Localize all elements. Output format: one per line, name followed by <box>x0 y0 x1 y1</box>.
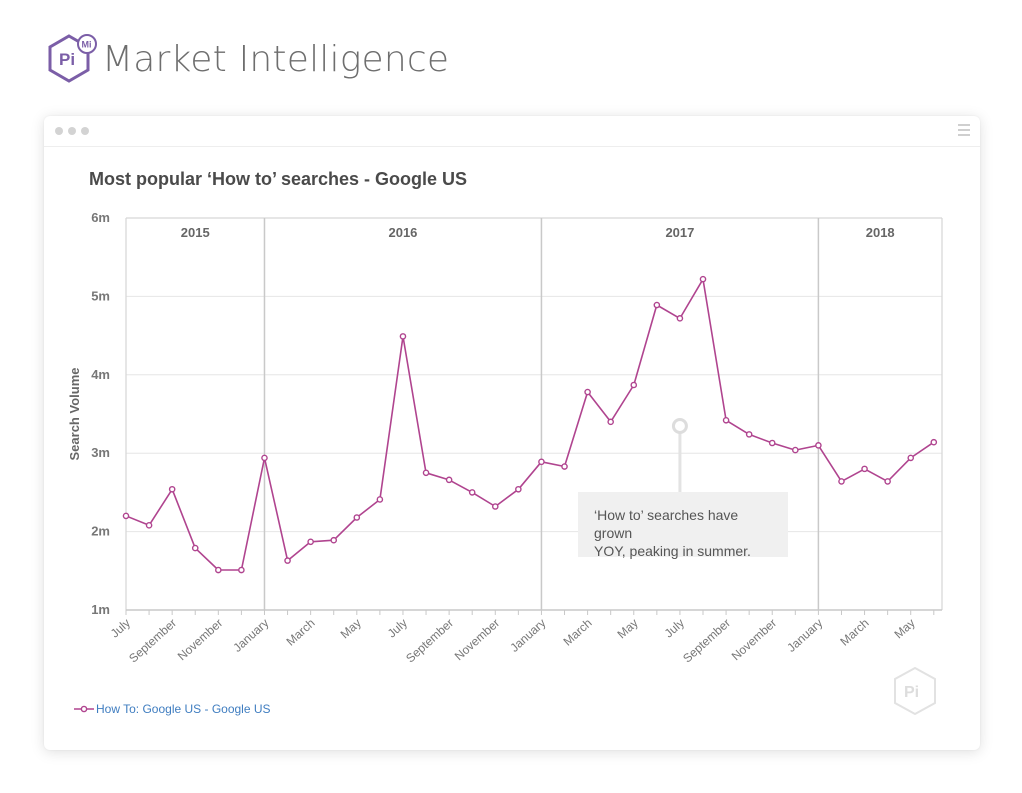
window-titlebar <box>44 116 980 147</box>
watermark-text: Pi <box>904 684 919 701</box>
data-point[interactable] <box>630 381 638 389</box>
x-tick-label: May <box>892 616 918 642</box>
chart-window: Most popular ‘How to’ searches - Google … <box>44 116 980 750</box>
window-dot-icon <box>68 127 76 135</box>
data-point[interactable] <box>145 522 153 529</box>
data-point[interactable] <box>468 489 476 496</box>
data-point[interactable] <box>353 514 361 521</box>
data-point[interactable] <box>215 566 222 574</box>
data-point[interactable] <box>884 478 891 485</box>
data-point[interactable] <box>792 446 799 454</box>
year-label: 2015 <box>181 225 210 240</box>
data-point[interactable] <box>930 438 938 446</box>
y-tick-label: 6m <box>91 210 110 225</box>
x-tick-label: November <box>729 616 780 663</box>
chart-title: Most popular ‘How to’ searches - Google … <box>89 169 468 189</box>
data-point[interactable] <box>238 566 245 574</box>
data-point[interactable] <box>191 544 199 552</box>
data-point[interactable] <box>907 454 915 462</box>
legend-series-label: How To: Google US - Google US <box>96 702 271 716</box>
data-point[interactable] <box>422 469 430 477</box>
data-point[interactable] <box>676 315 684 322</box>
year-label: 2018 <box>866 225 895 240</box>
data-point[interactable] <box>261 454 268 462</box>
annotation-line-1: ‘How to’ searches have grown <box>594 507 739 541</box>
chart-legend[interactable]: How To: Google US - Google US <box>74 702 271 716</box>
svg-text:Mi: Mi <box>82 40 92 50</box>
y-axis-title: Search Volume <box>67 368 82 461</box>
data-point[interactable] <box>815 442 822 449</box>
year-label: 2017 <box>665 225 694 240</box>
data-point[interactable] <box>168 485 176 493</box>
data-point[interactable] <box>122 512 130 520</box>
data-point[interactable] <box>330 536 338 544</box>
data-point[interactable] <box>307 538 314 546</box>
data-point[interactable] <box>838 478 845 485</box>
brand-header: Pi Mi Market Intelligence <box>44 32 449 86</box>
data-point[interactable] <box>653 301 661 309</box>
y-tick-label: 4m <box>91 367 110 382</box>
data-point[interactable] <box>745 431 753 438</box>
x-tick-label: November <box>452 616 503 663</box>
y-tick-label: 5m <box>91 288 110 303</box>
x-tick-label: September <box>403 616 456 666</box>
y-tick-label: 3m <box>91 445 110 460</box>
data-point[interactable] <box>561 463 568 470</box>
chart-annotation: ‘How to’ searches have grown YOY, peakin… <box>578 492 788 559</box>
data-point[interactable] <box>768 439 776 447</box>
x-tick-label: July <box>662 616 687 641</box>
data-point[interactable] <box>284 557 291 564</box>
data-point[interactable] <box>445 476 453 484</box>
x-tick-label: July <box>108 616 133 641</box>
brand-name: Market Intelligence <box>102 38 450 80</box>
window-dot-icon <box>55 127 63 135</box>
data-point[interactable] <box>515 485 522 493</box>
hamburger-menu-icon[interactable] <box>958 124 970 136</box>
data-point[interactable] <box>491 503 499 510</box>
x-tick-label: May <box>615 616 641 642</box>
market-intelligence-logo-icon: Pi Mi <box>48 34 97 83</box>
data-point[interactable] <box>376 496 384 503</box>
x-tick-label: January <box>784 616 825 655</box>
series-line <box>125 278 935 571</box>
x-tick-label: March <box>284 616 318 649</box>
y-tick-label: 2m <box>91 524 110 539</box>
x-tick-label: January <box>507 616 548 655</box>
x-tick-label: September <box>680 616 733 666</box>
x-tick-label: September <box>126 616 179 666</box>
x-tick-label: January <box>230 616 271 655</box>
annotation-marker-icon <box>671 418 688 434</box>
pi-watermark-icon: Pi <box>894 666 936 716</box>
annotation-line-2: YOY, peaking in summer. <box>594 543 751 559</box>
data-point[interactable] <box>722 416 730 424</box>
y-tick-label: 1m <box>91 602 110 617</box>
window-dot-icon <box>81 127 89 135</box>
year-label: 2016 <box>388 225 417 240</box>
x-tick-label: May <box>338 616 364 642</box>
svg-text:Pi: Pi <box>59 50 75 69</box>
data-point[interactable] <box>607 418 614 426</box>
x-tick-label: July <box>385 616 410 641</box>
x-tick-label: March <box>837 616 871 649</box>
data-point[interactable] <box>861 465 868 473</box>
data-point[interactable] <box>584 388 591 396</box>
data-point[interactable] <box>399 333 407 340</box>
legend-series-marker-icon <box>74 705 94 713</box>
data-point[interactable] <box>538 458 545 466</box>
data-point[interactable] <box>699 275 707 283</box>
x-tick-label: November <box>175 616 226 663</box>
x-tick-label: March <box>560 616 594 649</box>
